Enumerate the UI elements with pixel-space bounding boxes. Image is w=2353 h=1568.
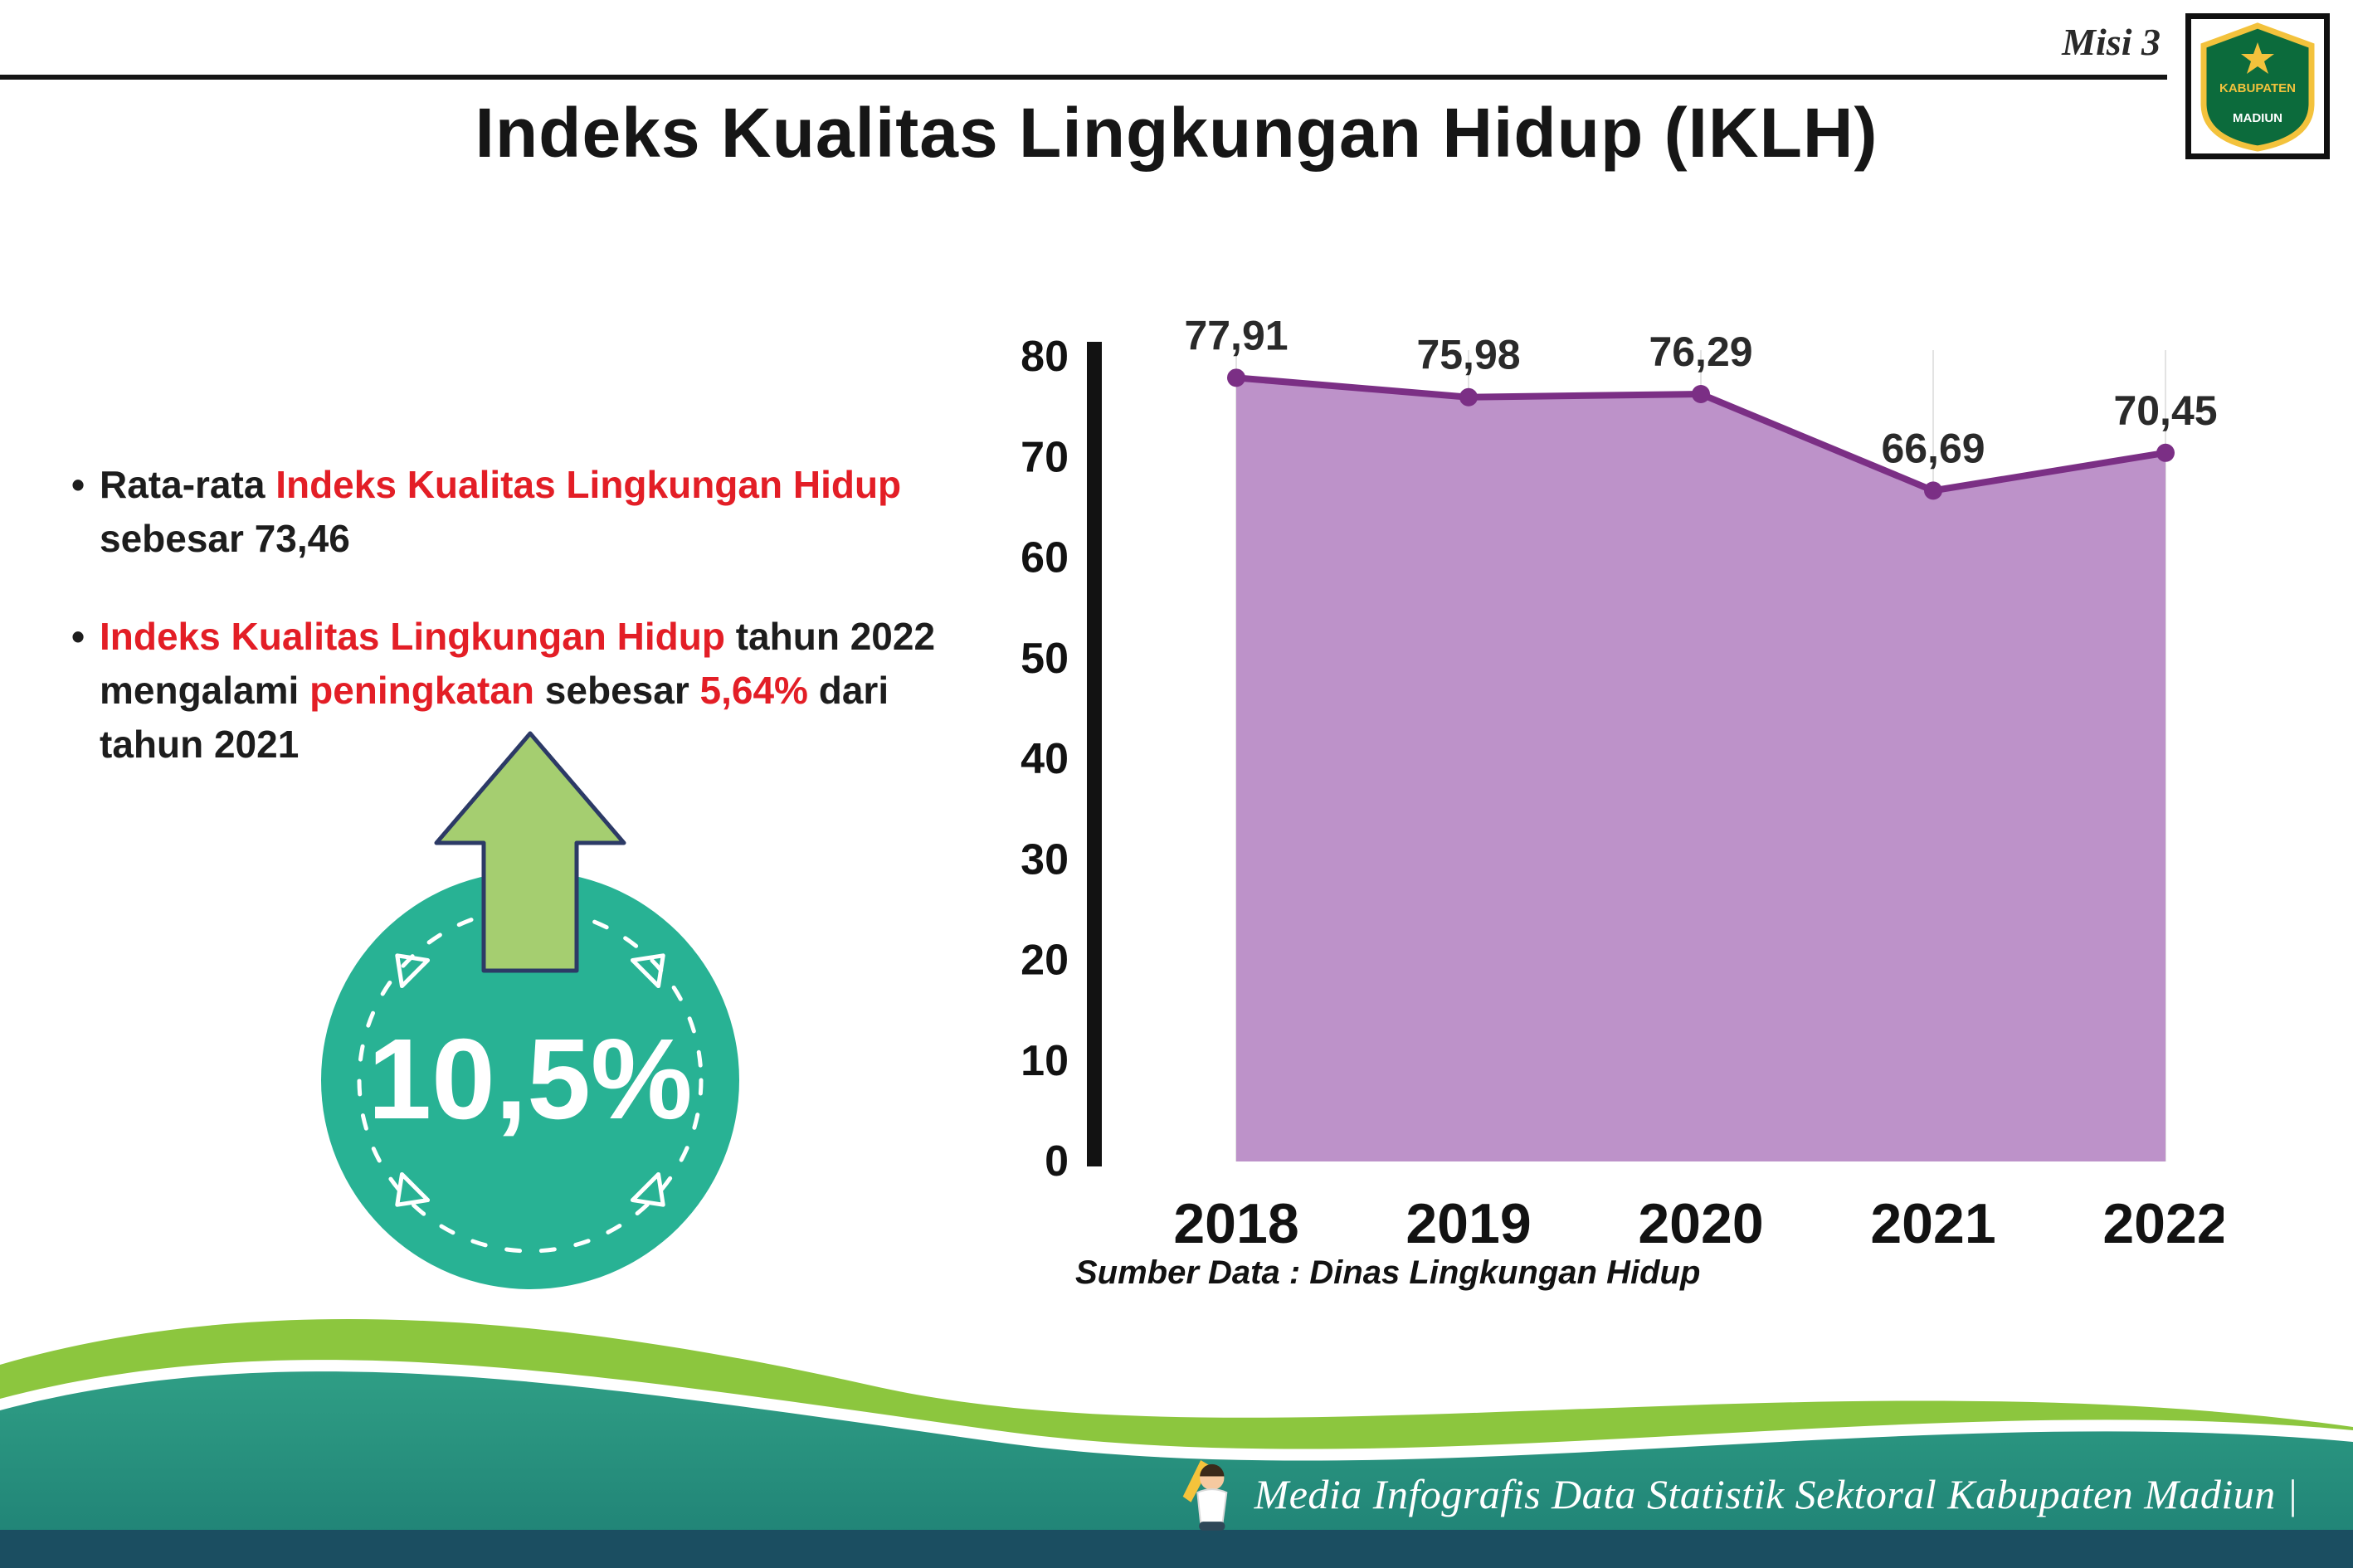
value-label: 66,69 <box>1881 425 1985 471</box>
kabupaten-madiun-logo: KABUPATEN MADIUN <box>2185 13 2330 159</box>
text-segment: sebesar 73,46 <box>100 517 350 561</box>
y-tick-label: 0 <box>1045 1137 1069 1186</box>
footer-waves <box>0 1286 2353 1568</box>
y-tick-label: 80 <box>1021 333 1069 381</box>
footer-wave-graphic <box>0 1318 2353 1568</box>
text-segment: peningkatan <box>309 668 535 712</box>
mascot-icon <box>1182 1460 1227 1531</box>
logo-top-text: KABUPATEN <box>2219 81 2296 95</box>
text-segment: Indeks Kualitas Lingkungan Hidup <box>100 614 725 658</box>
text-segment: Indeks Kualitas Lingkungan Hidup <box>275 463 902 506</box>
increase-badge: 10,5% <box>295 728 765 1309</box>
data-point <box>1692 384 1710 403</box>
footer-credit-text: Media Infografis Data Statistik Sektoral… <box>1254 1471 2298 1517</box>
y-tick-label: 40 <box>1021 735 1069 783</box>
misi-label: Misi 3 <box>2062 21 2161 63</box>
value-label: 77,91 <box>1184 312 1288 358</box>
up-arrow-icon <box>434 731 626 973</box>
text-segment: 5,64% <box>699 668 808 712</box>
iklh-area-chart: 0 10 20 30 40 50 60 70 80 77,91 75,98 76,29 66,69 70,… <box>962 274 2228 1311</box>
page-title: Indeks Kualitas Lingkungan Hidup (IKLH) <box>475 94 1878 172</box>
x-tick-label: 2018 <box>1173 1192 1298 1255</box>
bullet-line: sebesar 73,46 <box>100 512 965 566</box>
x-tick-label: 2020 <box>1638 1192 1763 1255</box>
x-tick-label: 2019 <box>1405 1192 1531 1255</box>
y-tick-label: 10 <box>1021 1037 1069 1085</box>
data-point <box>1227 368 1245 387</box>
bullet-list: Rata-rata Indeks Kualitas Lingkungan Hid… <box>71 458 965 816</box>
data-point <box>2156 443 2175 462</box>
text-segment: dari <box>807 668 889 712</box>
y-axis-bar <box>1087 342 1102 1166</box>
coat-of-arms-icon: KABUPATEN MADIUN <box>2200 22 2315 152</box>
y-tick-label: 60 <box>1021 534 1069 582</box>
chart-canvas: 0 10 20 30 40 50 60 70 80 77,91 75,98 76,29 66,69 70,… <box>1021 312 2228 1255</box>
y-tick-label: 30 <box>1021 835 1069 884</box>
value-label: 70,45 <box>2113 387 2217 434</box>
y-tick-label: 20 <box>1021 937 1069 985</box>
bullet-item: Indeks Kualitas Lingkungan Hidup tahun 2… <box>71 610 965 772</box>
data-source-caption: Sumber Data : Dinas Lingkungan Hidup <box>1075 1254 1701 1291</box>
bullet-line: tahun 2021 <box>100 718 965 772</box>
text-segment: Rata-rata <box>100 463 276 506</box>
x-tick-label: 2022 <box>2102 1192 2224 1255</box>
value-label: 76,29 <box>1649 329 1752 375</box>
bullet-line: mengalami peningkatan sebesar 5,64% dari <box>100 664 965 718</box>
x-tick-label: 2021 <box>1870 1192 1995 1255</box>
text-segment: sebesar <box>534 668 700 712</box>
data-point <box>1459 387 1478 407</box>
badge-corner-triangles <box>395 953 665 1207</box>
bullet-line: Rata-rata Indeks Kualitas Lingkungan Hid… <box>71 458 965 513</box>
text-segment: tahun 2022 <box>724 614 936 658</box>
logo-bottom-text: MADIUN <box>2233 111 2282 125</box>
increase-badge-graphic: 10,5% <box>321 731 739 1289</box>
value-label: 75,98 <box>1416 332 1520 378</box>
bullet-item: Rata-rata Indeks Kualitas Lingkungan Hid… <box>71 458 965 567</box>
area-shape <box>1236 377 2165 1161</box>
y-tick-label: 50 <box>1021 635 1069 683</box>
text-segment: tahun 2021 <box>100 723 300 767</box>
badge-percentage: 10,5% <box>368 1015 692 1143</box>
footer-credit: Media Infografis Data Statistik Sektoral… <box>1173 1454 2298 1535</box>
y-tick-label: 70 <box>1021 433 1069 481</box>
data-point <box>1924 481 1942 500</box>
bullet-line: Indeks Kualitas Lingkungan Hidup tahun 2… <box>71 610 965 665</box>
text-segment: mengalami <box>100 668 310 712</box>
header-rule <box>0 75 2167 80</box>
badge-circle <box>321 871 739 1289</box>
